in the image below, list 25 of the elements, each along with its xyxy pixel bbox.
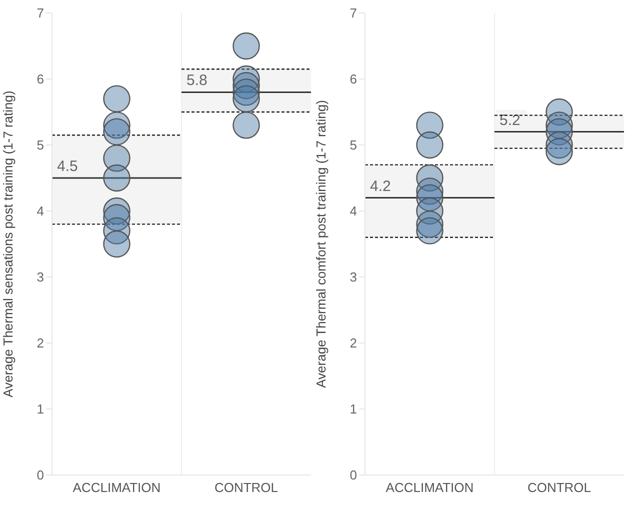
y-tick-label: 0	[350, 468, 357, 483]
y-tick-label: 5	[36, 138, 44, 153]
y-axis-title: Average Thermal sensations post training (1-7 rating)	[0, 90, 16, 398]
x-tick-label: CONTROL	[527, 480, 592, 496]
ref-line-label: 4.2	[370, 178, 391, 195]
y-tick-label: 6	[36, 72, 44, 87]
y-tick-label: 3	[350, 270, 357, 285]
y-tick-label: 4	[36, 204, 44, 219]
y-tick-label: 1	[350, 402, 357, 417]
y-tick-label: 2	[36, 336, 44, 351]
ref-line-label: 5.8	[186, 72, 208, 90]
y-tick-label: 2	[350, 336, 357, 351]
y-tick-label: 1	[36, 402, 44, 417]
y-tick-label: 7	[36, 6, 44, 21]
y-tick-label: 3	[36, 270, 44, 285]
y-axis-title: Average Thermal comfort post training (1-7 rating)	[314, 100, 329, 388]
y-tick-label: 4	[350, 204, 357, 219]
y-tick-label: 5	[350, 138, 357, 153]
ref-line-label: 4.5	[57, 158, 78, 175]
y-tick-label: 7	[350, 6, 357, 21]
x-tick-label: CONTROL	[214, 480, 278, 496]
y-tick-label: 6	[350, 72, 357, 87]
x-tick-label: ACCLIMATION	[386, 480, 474, 496]
y-tick-label: 0	[36, 468, 44, 483]
x-tick-label: ACCLIMATION	[72, 480, 161, 496]
